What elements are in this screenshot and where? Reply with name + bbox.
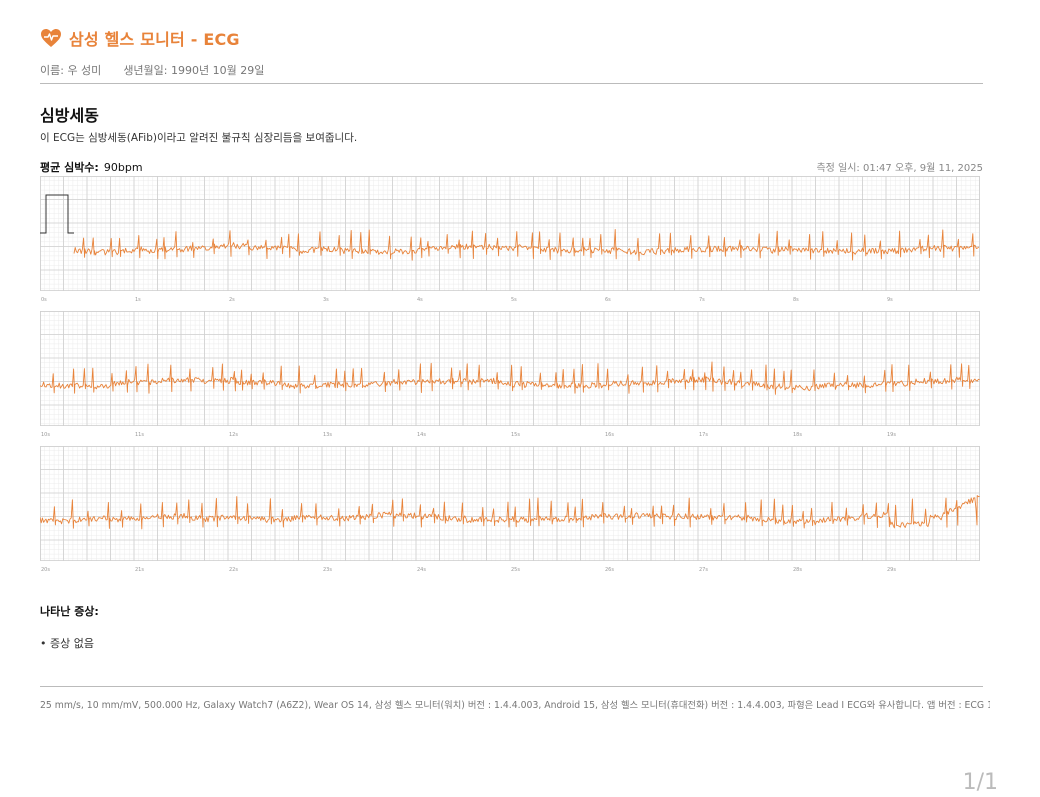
device-footer: 25 mm/s, 10 mm/mV, 500.000 Hz, Galaxy Wa… xyxy=(40,700,990,711)
calibration-pulse xyxy=(40,194,74,234)
time-tick-label: 21s xyxy=(135,567,144,573)
time-tick-label: 17s xyxy=(699,432,708,438)
time-tick-label: 11s xyxy=(135,432,144,438)
patient-meta: 이름: 우 성미 생년월일: 1990년 10월 29일 xyxy=(40,62,264,78)
time-tick-label: 22s xyxy=(229,567,238,573)
heart-icon xyxy=(41,29,61,47)
ecg-strip-1: 0s 1s 2s 3s 4s 5s 6s 7s 8s 9s xyxy=(40,176,980,303)
time-tick-label: 18s xyxy=(793,432,802,438)
major-grid xyxy=(40,311,980,426)
time-tick-label: 12s xyxy=(229,432,238,438)
time-tick-label: 0s xyxy=(41,297,47,303)
rhythm-classification: 심방세동 xyxy=(40,106,99,125)
symptoms-title: 나타난 증상: xyxy=(40,605,99,618)
time-tick-label: 19s xyxy=(887,432,896,438)
time-tick-label: 13s xyxy=(323,432,332,438)
time-tick-label: 7s xyxy=(699,297,705,303)
time-tick-label: 1s xyxy=(135,297,141,303)
time-tick-label: 6s xyxy=(605,297,611,303)
time-tick-label: 29s xyxy=(887,567,896,573)
ecg-trace xyxy=(40,495,980,530)
time-tick-label: 9s xyxy=(887,297,893,303)
report-header: 삼성 헬스 모니터 - ECG 이름: 우 성미 생년월일: 1990년 10월… xyxy=(40,26,983,77)
app-title: 삼성 헬스 모니터 - ECG xyxy=(69,30,240,49)
time-tick-label: 28s xyxy=(793,567,802,573)
ecg-strip-2: 10s 11s 12s 13s 14s 15s 16s 17s 18s 19s xyxy=(40,311,980,438)
heart-rate-row: 평균 심박수: 90bpm 측정 일시: 01:47 오후, 9월 11, 20… xyxy=(40,156,983,175)
time-tick-label: 10s xyxy=(41,432,50,438)
time-tick-label: 15s xyxy=(511,432,520,438)
time-tick-label: 27s xyxy=(699,567,708,573)
header-divider xyxy=(40,83,983,84)
rhythm-description: 이 ECG는 심방세동(AFib)이라고 알려진 불규칙 심장리듬을 보여줍니다… xyxy=(40,132,358,144)
time-tick-label: 26s xyxy=(605,567,614,573)
symptom-item: • 증상 없음 xyxy=(40,637,94,650)
grid-border xyxy=(40,446,980,561)
time-tick-label: 25s xyxy=(511,567,520,573)
footer-divider xyxy=(40,686,983,687)
time-tick-label: 23s xyxy=(323,567,332,573)
ecg-trace xyxy=(40,361,980,395)
time-tick-label: 24s xyxy=(417,567,426,573)
time-tick-label: 14s xyxy=(417,432,426,438)
ecg-strip-3-svg: 20s 21s 22s 23s 24s 25s 26s 27s 28s 29s xyxy=(40,446,980,573)
time-tick-label: 5s xyxy=(511,297,517,303)
ecg-trace xyxy=(73,229,980,261)
ecg-strip-3: 20s 21s 22s 23s 24s 25s 26s 27s 28s 29s xyxy=(40,446,980,573)
patient-name: 이름: 우 성미 xyxy=(40,64,102,77)
ecg-strip-2-svg: 10s 11s 12s 13s 14s 15s 16s 17s 18s 19s xyxy=(40,311,980,438)
symptoms-section: 나타난 증상: • 증상 없음 xyxy=(40,603,99,651)
title-row: 삼성 헬스 모니터 - ECG xyxy=(40,26,983,50)
major-grid xyxy=(40,176,980,291)
measured-at: 측정 일시: 01:47 오후, 9월 11, 2025 xyxy=(816,163,983,174)
grid-border xyxy=(40,311,980,426)
time-tick-label: 3s xyxy=(323,297,329,303)
time-tick-label: 4s xyxy=(417,297,423,303)
heart-rate-value: 90bpm xyxy=(103,161,143,174)
time-tick-label: 20s xyxy=(41,567,50,573)
time-tick-label: 16s xyxy=(605,432,614,438)
heart-rate-label: 평균 심박수: xyxy=(40,161,99,174)
ecg-strip-1-svg: 0s 1s 2s 3s 4s 5s 6s 7s 8s 9s xyxy=(40,176,980,303)
page-number: 1/1 xyxy=(962,770,998,795)
time-tick-label: 8s xyxy=(793,297,799,303)
major-grid xyxy=(40,446,980,561)
result-section: 심방세동 이 ECG는 심방세동(AFib)이라고 알려진 불규칙 심장리듬을 … xyxy=(40,102,983,145)
patient-dob: 생년월일: 1990년 10월 29일 xyxy=(123,64,265,77)
time-tick-label: 2s xyxy=(229,297,235,303)
